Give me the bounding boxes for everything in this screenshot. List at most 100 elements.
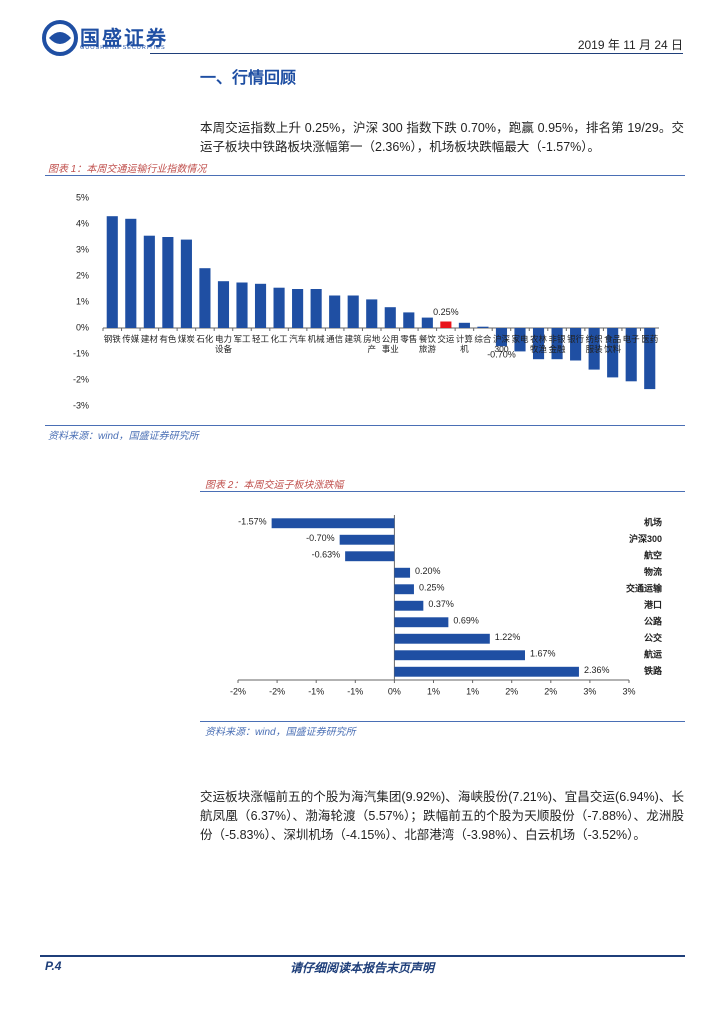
x-tick-label: 化工 [270, 334, 288, 344]
x-tick-label: 1% [427, 686, 440, 696]
x-tick-label: 钢铁 [103, 334, 121, 344]
data-label: 0.20% [415, 566, 441, 576]
x-tick-label: 纺织服装 [585, 334, 603, 354]
bar [345, 551, 395, 562]
x-tick-label: 3% [583, 686, 596, 696]
data-label: -1.57% [238, 517, 267, 527]
x-tick-label: 通信 [326, 334, 344, 344]
y-tick-label: 0% [76, 322, 89, 332]
x-tick-label: -2% [230, 686, 246, 696]
x-tick-label: 电子 [622, 334, 640, 344]
x-tick-label: 综合 [474, 334, 492, 344]
data-label: -0.70% [306, 533, 335, 543]
bar [477, 326, 489, 328]
x-tick-label: 农林牧渔 [530, 334, 548, 354]
bar [394, 650, 525, 661]
figure-caption: 图表 1：本周交通运输行业指数情况 [48, 164, 207, 175]
bar [199, 268, 211, 328]
bar [273, 287, 285, 328]
x-tick-label: 零售 [400, 334, 418, 344]
bar [236, 282, 248, 328]
x-tick-label: 房地产 [363, 334, 381, 354]
bar [394, 600, 424, 611]
y-tick-label: 港口 [644, 599, 662, 610]
y-tick-label: 沪深300 [629, 533, 662, 544]
x-tick-label: 餐饮旅游 [418, 334, 436, 354]
section-title: 一、行情回顾 [200, 70, 297, 87]
bar [607, 328, 619, 378]
x-tick-label: 传媒 [122, 334, 140, 344]
bar [143, 235, 155, 328]
x-tick-label: 计算机 [455, 334, 473, 354]
bar [394, 633, 490, 644]
x-tick-label: 非银金融 [548, 334, 566, 354]
chart-svg: -3% -2% -1% 0% 1% 2% 3% 4% 5% 0.25% -0.70% [73, 192, 659, 410]
x-tick-label: 0% [388, 686, 401, 696]
x-tick-label: 医药 [641, 334, 659, 344]
bar [394, 584, 414, 595]
logo-en: GUOSHENG SECURITIES [80, 45, 166, 51]
bar [458, 322, 470, 328]
x-tick-label: 2% [505, 686, 518, 696]
y-tick-label: 5% [76, 192, 89, 202]
bar [570, 328, 582, 361]
x-tick-label: 银行 [567, 334, 585, 344]
y-tick-label: 交通运输 [626, 583, 663, 594]
bar [394, 567, 411, 578]
y-tick-label: 3% [76, 244, 89, 254]
y-tick-label: 铁路 [644, 665, 663, 676]
footer-statement: 请仔细阅读本报告末页声明 [289, 961, 434, 975]
bar [514, 328, 526, 352]
bar [421, 317, 433, 328]
data-label: 2.36% [584, 665, 610, 675]
bar [551, 328, 563, 360]
chart-1: -3% -2% -1% 0% 1% 2% 3% 4% 5% 0.25% -0.70% 钢铁 传媒 建材有… [45, 180, 685, 425]
x-tick-label: 交运 [437, 334, 455, 344]
x-tick-label: 轻工 [252, 334, 270, 344]
x-tick-label: 1% [466, 686, 479, 696]
bar [310, 289, 322, 328]
bar [162, 237, 174, 328]
source-rule [45, 425, 685, 426]
bar [495, 328, 508, 347]
y-tick-label: 物流 [644, 566, 662, 577]
x-tick-label: 有色 [159, 334, 177, 344]
bar [339, 534, 395, 545]
bar [588, 328, 600, 370]
y-tick-label: -1% [73, 348, 89, 358]
bar [366, 299, 378, 328]
y-tick-label: 航空 [644, 550, 662, 561]
x-tick-label: 机械 [307, 334, 325, 344]
x-tick-label: 汽车 [289, 334, 307, 344]
x-tick-label: 家电 [511, 334, 529, 344]
data-label: 1.22% [495, 632, 521, 642]
figure-caption: 图表 2：本周交运子板块涨跌幅 [205, 480, 344, 491]
data-label: 1.67% [530, 649, 556, 659]
header-rule [150, 53, 683, 54]
data-label: 0.69% [453, 616, 479, 626]
date: 2019 年 11 月 24 日 [577, 38, 683, 52]
bar [440, 321, 452, 328]
bar [644, 328, 656, 390]
x-tick-label: 3% [622, 686, 635, 696]
page-number: P.4 [45, 959, 62, 973]
data-label: -0.70% [487, 350, 516, 360]
x-tick-label: 建筑 [344, 334, 362, 344]
x-tick-label: 石化 [196, 334, 214, 344]
x-tick-label: -1% [347, 686, 363, 696]
x-tick-label: 公用事业 [381, 334, 399, 354]
bar [532, 328, 545, 360]
bar [125, 218, 137, 328]
y-tick-label: -2% [73, 374, 89, 384]
y-tick-label: 公路 [644, 616, 663, 627]
data-label: 0.25% [419, 583, 445, 593]
x-tick-label: 沪深300 [492, 334, 510, 354]
bar [106, 216, 118, 328]
bar [347, 295, 359, 328]
x-tick-label: 2% [544, 686, 557, 696]
footer-rule [40, 955, 685, 957]
bar [254, 283, 267, 328]
y-tick-label: -3% [73, 400, 89, 410]
y-tick-label: 公交 [644, 632, 662, 643]
